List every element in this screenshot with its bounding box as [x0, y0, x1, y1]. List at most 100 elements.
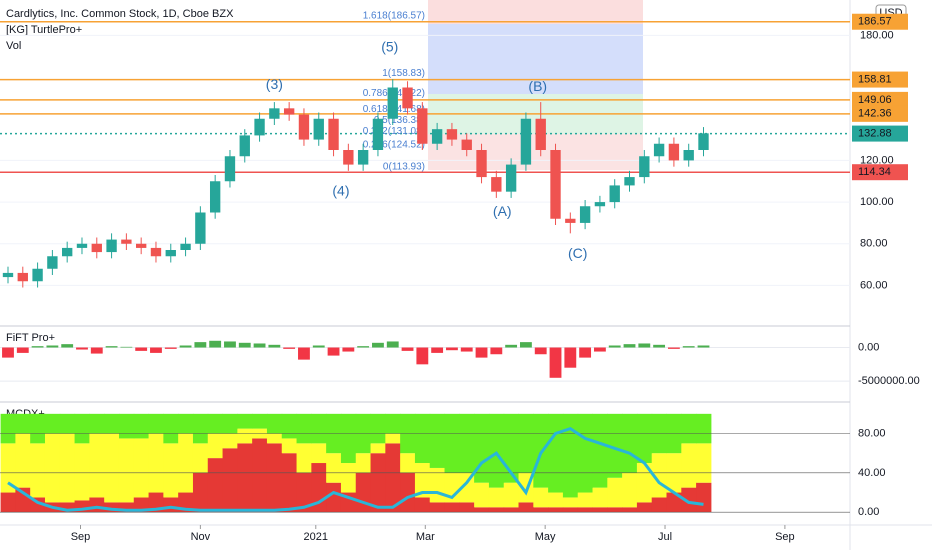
stacked-bar: [104, 433, 120, 503]
stacked-bar: [429, 413, 446, 468]
stacked-bar: [414, 497, 431, 513]
stacked-bar: [474, 413, 490, 483]
bar: [416, 347, 429, 365]
stacked-bar: [681, 443, 697, 488]
candle-body: [165, 250, 176, 257]
x-tick-label: Sep: [71, 531, 91, 543]
stacked-bar: [148, 413, 164, 434]
candle-body: [32, 268, 43, 282]
candle-body: [17, 272, 28, 282]
stacked-bar: [474, 482, 490, 508]
bar: [608, 345, 621, 348]
stacked-bar: [562, 507, 579, 513]
stacked-bar: [178, 433, 194, 493]
stacked-bar: [607, 477, 623, 508]
candle-body: [298, 114, 310, 140]
stacked-bar: [296, 413, 312, 444]
bar: [682, 346, 695, 348]
stacked-bar: [562, 413, 579, 498]
bar: [520, 342, 532, 348]
stacked-bar: [192, 413, 209, 444]
stacked-bar: [89, 433, 105, 498]
pane-title: FiFT Pro+: [6, 332, 55, 344]
level-box: [852, 13, 908, 30]
stacked-bar: [651, 497, 668, 513]
volume-label: Vol: [6, 40, 21, 52]
candle-body: [431, 129, 443, 144]
stacked-bar: [414, 413, 431, 464]
stacked-bar: [74, 500, 90, 513]
wave-label: (C): [568, 245, 587, 261]
bar: [268, 344, 281, 348]
stacked-bar: [0, 492, 16, 513]
level-label: 114.34: [858, 166, 891, 178]
bar: [697, 345, 710, 348]
stacked-bar: [222, 448, 238, 513]
bar: [46, 345, 59, 348]
bar: [653, 344, 666, 348]
stacked-bar: [503, 482, 520, 508]
stacked-bar: [252, 438, 268, 513]
candle-body: [624, 177, 635, 186]
candle-body: [2, 272, 14, 278]
x-tick-label: May: [535, 531, 556, 543]
y-tick-label: -5000000.00: [858, 375, 920, 387]
bar: [623, 344, 636, 348]
level-box: [852, 164, 908, 181]
stacked-bar: [15, 413, 31, 434]
stacked-bar: [266, 443, 283, 513]
candle-body: [313, 118, 324, 140]
stacked-bar: [370, 413, 386, 444]
stacked-bar: [163, 497, 179, 513]
candle-body: [357, 150, 369, 165]
x-tick-label: 2021: [304, 531, 328, 543]
candle-body: [446, 129, 458, 140]
wave-label: (5): [381, 39, 398, 55]
bar: [593, 347, 606, 352]
candle-body: [195, 212, 206, 244]
y-tick-label: 80.00: [860, 238, 888, 250]
stacked-bar: [592, 507, 608, 513]
y-tick-label: 120.00: [860, 154, 894, 166]
level-label: 142.36: [858, 108, 892, 120]
bar: [357, 346, 370, 348]
stacked-bar: [444, 413, 460, 473]
stacked-bar: [296, 472, 312, 513]
candle-body: [180, 243, 191, 250]
candle-body: [121, 239, 132, 244]
stacked-bar: [89, 413, 105, 434]
y-tick-label: 100.00: [860, 196, 894, 208]
stacked-bar: [607, 413, 623, 478]
fib-label: 0(113.93): [383, 162, 425, 173]
bar: [638, 343, 651, 348]
stacked-bar: [533, 507, 549, 513]
candle-body: [683, 150, 694, 161]
stacked-bar: [636, 413, 653, 464]
bar: [431, 347, 444, 353]
bar: [386, 341, 399, 348]
wave-label: (A): [493, 203, 512, 219]
bar: [238, 342, 251, 348]
fib-zone: [428, 0, 643, 24]
stacked-bar: [474, 507, 490, 513]
stacked-bar: [296, 443, 312, 473]
candle-body: [668, 143, 680, 161]
y-tick-label: 40.00: [858, 467, 886, 479]
bar: [120, 346, 133, 348]
wave-label: (4): [332, 182, 349, 198]
stacked-bar: [400, 453, 416, 473]
candle-body: [283, 108, 295, 115]
bar: [667, 347, 680, 349]
bar: [209, 340, 222, 348]
y-tick-label: 180.00: [860, 29, 894, 41]
stacked-bar: [459, 502, 475, 513]
stacked-bar: [636, 502, 653, 513]
stacked-bar: [281, 413, 298, 439]
candle-body: [520, 118, 532, 165]
candle-body: [106, 239, 117, 253]
stacked-bar: [355, 453, 372, 473]
x-tick-label: Sep: [775, 531, 795, 543]
stacked-bar: [59, 433, 76, 503]
y-tick-label: 0.00: [858, 506, 879, 518]
